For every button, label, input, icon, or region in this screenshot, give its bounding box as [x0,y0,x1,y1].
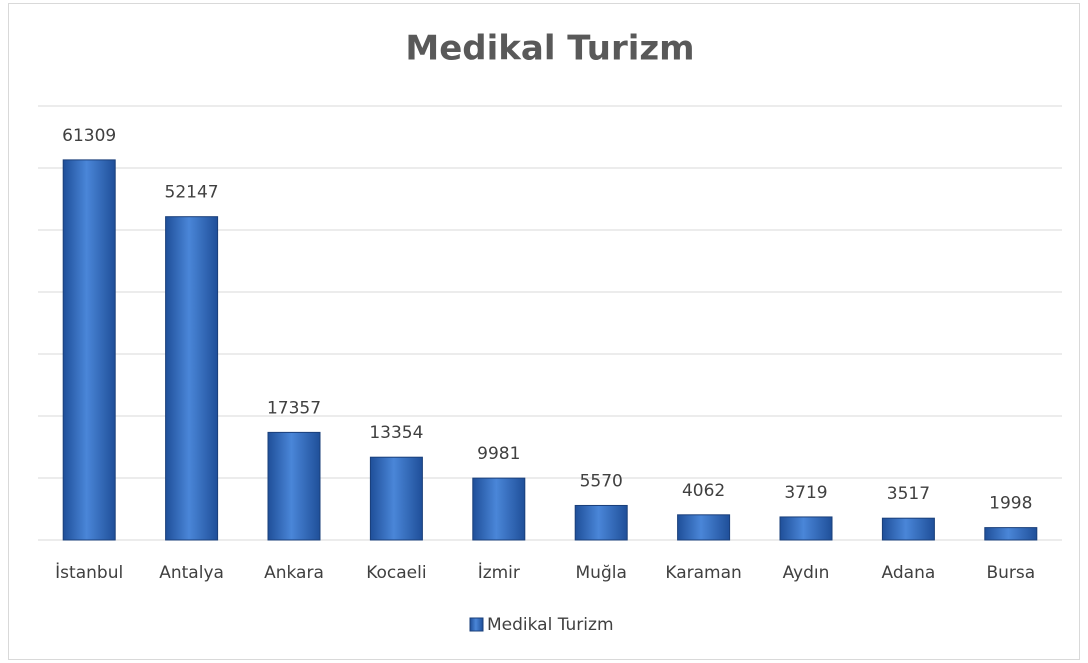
x-tick-label: Muğla [576,563,627,583]
x-tick-label: Bursa [986,563,1035,583]
data-label: 9981 [477,444,520,464]
data-label: 17357 [267,398,321,418]
data-label: 52147 [165,183,219,203]
data-label: 61309 [62,126,116,146]
x-tick-label: Adana [882,563,936,583]
data-label: 4062 [682,481,725,501]
data-label: 3517 [887,484,930,504]
data-label: 5570 [580,471,623,491]
x-tick-label: Kocaeli [366,563,426,583]
x-tick-label: İstanbul [55,562,123,583]
data-label: 3719 [784,483,827,503]
legend-swatch [469,617,484,632]
bar [62,159,116,541]
bar [677,514,731,541]
data-label: 13354 [369,423,423,443]
x-tick-label: Ankara [264,563,324,583]
bar [369,456,423,541]
x-tick-label: Antalya [159,563,224,583]
chart-title: Medikal Turizm [405,29,694,69]
x-tick-label: Karaman [665,563,741,583]
bar [267,431,321,541]
legend-label: Medikal Turizm [487,615,614,635]
x-tick-label: İzmir [478,562,520,583]
bar [574,504,628,541]
x-tick-label: Aydın [783,563,830,583]
bar [472,477,526,541]
bar [165,216,219,541]
bar [984,527,1038,541]
bar [881,517,935,541]
bar [779,516,833,541]
data-label: 1998 [989,494,1032,514]
